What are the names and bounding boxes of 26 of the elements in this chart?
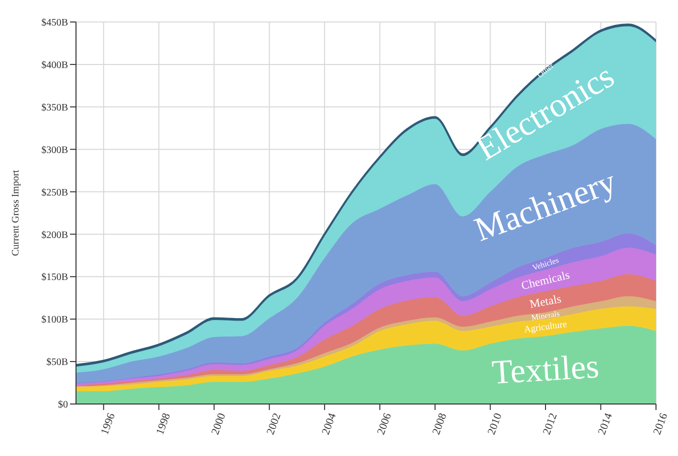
x-tick-label: 2014 (596, 411, 616, 436)
x-tick-label: 2010 (486, 411, 505, 436)
y-tick-label: $400B (41, 60, 68, 71)
x-tick-label: 1998 (154, 411, 174, 436)
series-label: Textiles (490, 348, 600, 392)
x-tick-label: 2002 (264, 412, 284, 436)
y-tick-label: $150B (41, 272, 68, 284)
x-tick-label: 2016 (651, 411, 670, 436)
x-tick-label: 1996 (98, 411, 118, 436)
x-tick-label: 2008 (430, 411, 450, 436)
y-tick-label: $50B (46, 357, 68, 368)
y-tick-label: $200B (41, 230, 68, 241)
y-tick-label: $100B (41, 314, 68, 326)
series-label: Metals (528, 292, 563, 311)
x-tick-label: 2006 (375, 411, 394, 436)
y-tick-label: $250B (41, 187, 68, 198)
y-tick-label: $300B (41, 144, 68, 156)
x-tick-label: 2000 (209, 411, 228, 436)
x-tick-label: 2012 (540, 412, 560, 436)
series-label: Minerals (530, 309, 560, 322)
x-tick-label: 2004 (320, 411, 339, 436)
series-label: Agriculture (524, 320, 568, 336)
y-tick-label: $0 (58, 400, 68, 411)
y-axis-title: Current Gross Import (10, 170, 22, 256)
y-tick-label: $450B (41, 18, 68, 29)
y-tick-label: $350B (41, 102, 68, 114)
